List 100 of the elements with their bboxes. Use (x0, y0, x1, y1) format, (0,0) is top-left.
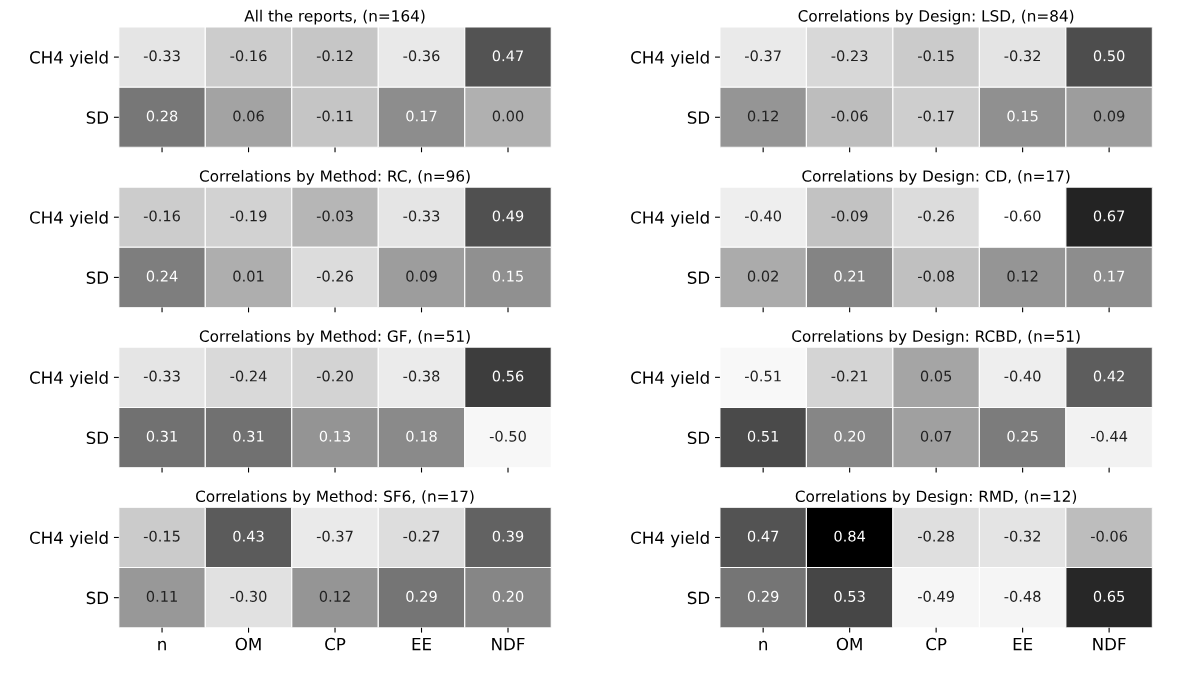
data-label: -0.21 (831, 370, 868, 382)
data-label: -0.08 (917, 270, 954, 282)
data-label: 0.65 (1093, 590, 1125, 602)
data-label: -0.15 (143, 530, 180, 542)
y-tick-label: CH4 yield (631, 531, 709, 548)
data-label: 0.31 (233, 430, 264, 442)
y-tick-label: CH4 yield (29, 371, 108, 388)
chart-title: Correlations by Design: LSD, (n=84) (798, 9, 1074, 25)
data-label: 0.28 (146, 110, 178, 122)
data-label: 0.01 (233, 270, 264, 282)
data-label: -0.49 (917, 590, 954, 602)
chart-title: Correlations by Design: RMD, (n=12) (795, 490, 1077, 505)
y-tick-label: CH4 yield (631, 50, 709, 67)
data-label: 0.42 (1093, 370, 1124, 382)
data-label: -0.37 (745, 50, 781, 62)
data-label: -0.16 (230, 50, 267, 62)
y-tick-label: CH4 yield (29, 210, 108, 228)
data-label: 0.11 (146, 590, 177, 602)
data-label: 0.47 (747, 530, 779, 542)
data-label: 0.09 (406, 270, 437, 282)
data-label: -0.28 (917, 530, 954, 542)
data-label: 0.05 (920, 370, 952, 382)
data-label: 0.39 (492, 530, 524, 542)
data-label: -0.11 (316, 110, 353, 122)
y-tick-label: SD (86, 431, 109, 445)
data-label: 0.56 (492, 370, 524, 382)
x-tick-label: OM (836, 637, 862, 651)
chart-title: Correlations by Design: CD, (n=17) (802, 169, 1070, 185)
data-label: -0.23 (831, 50, 868, 62)
data-label: 0.84 (834, 530, 866, 542)
data-label: -0.40 (1004, 370, 1041, 382)
data-label: -0.33 (143, 50, 180, 62)
chart-title: Correlations by Method: RC, (n=96) (199, 169, 470, 185)
y-tick-label: SD (86, 271, 109, 284)
data-label: -0.38 (403, 370, 440, 382)
data-label: -0.60 (1004, 210, 1041, 222)
chart-title: Correlations by Method: GF, (n=51) (199, 330, 470, 345)
data-label: 0.29 (406, 590, 437, 602)
chart-title: Correlations by Design: RCBD, (n=51) (792, 330, 1080, 345)
data-label: 0.17 (406, 110, 437, 122)
y-tick-label: CH4 yield (631, 210, 709, 228)
data-label: -0.50 (489, 430, 526, 442)
data-label: 0.00 (492, 110, 524, 122)
data-label: 0.51 (747, 430, 779, 442)
data-label: -0.33 (143, 370, 180, 382)
data-label: -0.09 (831, 210, 868, 222)
data-label: -0.30 (230, 590, 267, 602)
x-tick-label: NDF (1093, 637, 1126, 651)
x-tick-label: n (158, 640, 166, 651)
data-label: 0.24 (146, 270, 178, 282)
data-label: -0.26 (316, 270, 353, 282)
y-tick-label: SD (687, 431, 710, 445)
data-label: -0.37 (316, 530, 353, 542)
data-label: -0.51 (745, 370, 781, 382)
data-label: -0.44 (1090, 430, 1128, 442)
data-label: 0.29 (747, 590, 779, 602)
data-label: -0.27 (403, 530, 440, 542)
data-label: 0.43 (233, 530, 264, 542)
data-label: -0.17 (917, 110, 954, 122)
y-tick-label: CH4 yield (29, 531, 108, 548)
data-label: -0.48 (1004, 590, 1041, 602)
data-label: 0.07 (920, 430, 952, 442)
data-label: -0.19 (230, 210, 267, 222)
data-label: 0.31 (146, 430, 177, 442)
data-label: 0.21 (834, 270, 865, 282)
data-label: 0.06 (233, 110, 264, 122)
data-label: -0.32 (1004, 530, 1041, 542)
y-tick-label: SD (86, 111, 109, 124)
y-tick-label: SD (687, 591, 710, 605)
data-label: 0.15 (492, 270, 523, 282)
x-tick-label: CP (325, 637, 346, 651)
data-label: 0.50 (1093, 50, 1125, 62)
y-tick-label: SD (86, 591, 109, 605)
data-label: 0.09 (1093, 110, 1125, 122)
data-label: -0.20 (316, 370, 353, 382)
data-label: -0.32 (1004, 50, 1041, 62)
data-label: 0.47 (492, 50, 523, 62)
data-label: -0.40 (745, 210, 782, 222)
data-label: 0.53 (834, 590, 865, 602)
data-label: -0.26 (917, 210, 955, 222)
data-label: 0.15 (1007, 110, 1038, 122)
x-tick-label: CP (926, 637, 947, 651)
data-label: -0.16 (143, 210, 180, 222)
data-label: 0.13 (319, 430, 351, 442)
data-label: 0.67 (1093, 210, 1125, 222)
data-label: -0.06 (831, 110, 868, 122)
x-tick-label: EE (1013, 637, 1033, 651)
data-label: 0.12 (747, 110, 778, 122)
data-label: 0.20 (492, 590, 524, 602)
data-label: -0.12 (316, 50, 353, 62)
data-label: -0.33 (403, 210, 440, 222)
data-label: 0.25 (1007, 430, 1038, 442)
x-tick-label: NDF (492, 637, 525, 651)
data-label: 0.02 (747, 270, 778, 282)
y-tick-label: CH4 yield (631, 371, 709, 388)
data-label: 0.12 (1007, 270, 1038, 282)
data-label: -0.15 (917, 50, 954, 62)
y-tick-label: CH4 yield (29, 50, 108, 67)
data-label: 0.17 (1093, 270, 1125, 282)
chart-title: Correlations by Method: SF6, (n=17) (196, 490, 474, 505)
